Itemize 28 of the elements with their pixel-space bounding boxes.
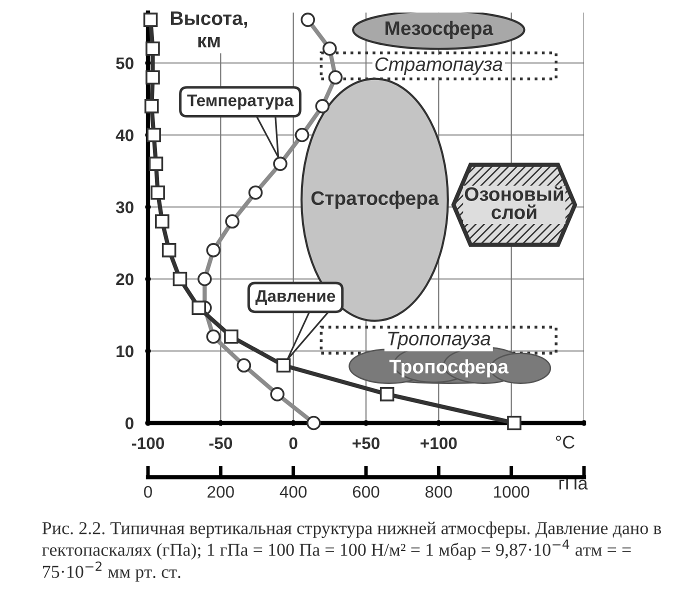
y-tick-label: 20 [116,273,134,286]
y-tick-label: 30 [116,201,134,214]
x2-tick-label: 200 [208,486,234,498]
y-axis-title: Высота, км [171,12,247,48]
annotation: Стратосфера [311,190,439,209]
annotation: Тропосфера [389,359,509,378]
x-tick-label: -50 [209,437,232,450]
y-tick-label: 10 [116,345,134,358]
annotation: Стратопауза [375,57,502,75]
y-tick-label: 50 [116,57,134,70]
annotation: Тропопауза [388,332,490,350]
series-label: Температура [187,94,294,110]
x2-tick-label: 800 [425,486,452,498]
x-tick-label: +100 [420,437,457,450]
x2-tick-label: 400 [280,486,307,498]
x-tick-label: 0 [289,437,298,450]
series-label: Давление [255,290,336,306]
x-axis-title: °C [556,436,574,449]
x2-tick-label: 600 [352,486,380,498]
x2-tick-label: 1000 [494,486,530,498]
y-tick-label: 40 [116,129,134,142]
annotation: Озоновый слой [464,186,564,220]
x-tick-label: +50 [352,437,380,450]
x-tick-label: -100 [132,437,164,450]
annotation: Мезосфера [386,20,494,39]
y-tick-label: 0 [126,417,134,430]
text: Рис. 2.2. Типичная вертикальная структура нижней атмосферы. Давление дано в гектопаскалях (гПа); 1 гПа = 100 Па = 100 Н/м² = 1 мбар = 9,87·10$^{−4}$ атм = = 75·10$^{−2}$ мм рт. ст. [42,522,662,582]
x2-tick-label: 0 [144,486,152,498]
